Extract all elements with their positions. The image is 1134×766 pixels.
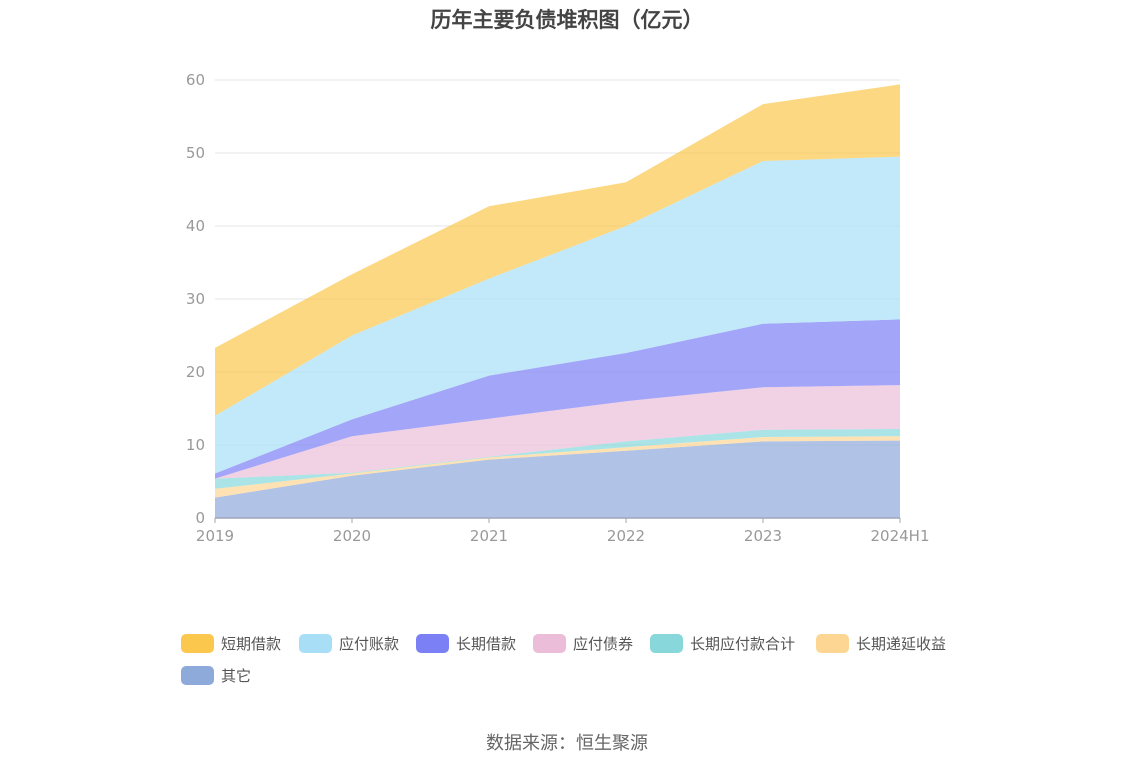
legend-label: 长期递延收益 [856,634,947,653]
y-tick-label: 10 [186,436,205,454]
y-tick-label: 60 [186,71,205,89]
x-tick-label: 2022 [607,527,645,545]
y-tick-label: 0 [195,509,205,527]
y-tick-label: 40 [186,217,205,235]
legend-swatch [181,633,214,653]
area-series-2[interactable] [215,428,900,489]
legend-label: 长期借款 [456,634,517,653]
legend-swatch [181,665,214,685]
area-series-0[interactable] [215,440,900,518]
legend-item[interactable]: 长期递延收益 [816,632,946,654]
x-tick-label: 2024H1 [871,527,930,545]
legend-label: 应付账款 [339,634,400,653]
x-tick-label: 2019 [196,527,234,545]
legend-swatch [650,633,683,653]
x-tick-label: 2023 [744,527,782,545]
area-series [215,84,900,518]
axes: 0 10 20 30 40 50 60 2019 2020 2021 2022 2023 2024H1 [186,71,930,545]
legend-item[interactable]: 长期借款 [416,632,516,654]
legend-swatch [416,633,449,653]
data-source: 数据来源：恒生聚源 [486,733,648,754]
legend-item[interactable]: 应付账款 [299,632,399,654]
legend-label: 其它 [221,666,252,685]
y-tick-label: 30 [186,290,205,308]
x-tick-label: 2020 [333,527,371,545]
legend-swatch [299,633,332,653]
legend-item[interactable]: 其它 [181,664,251,686]
legend-item[interactable]: 短期借款 [181,632,281,654]
area-series-5[interactable] [215,156,900,474]
chart-title: 历年主要负债堆积图（亿元） [430,8,704,32]
area-series-4[interactable] [215,319,900,479]
x-tick-label: 2021 [470,527,508,545]
legend-item[interactable]: 应付债券 [533,632,633,654]
legend-label: 短期借款 [221,634,282,653]
legend-label: 长期应付款合计 [690,634,796,653]
legend-item[interactable]: 长期应付款合计 [650,632,795,654]
y-tick-label: 50 [186,144,205,162]
legend-label: 应付债券 [573,634,634,653]
legend-swatch [533,633,566,653]
area-series-3[interactable] [215,385,900,479]
y-tick-label: 20 [186,363,205,381]
legend-swatch [816,633,849,653]
area-series-6[interactable] [215,84,900,416]
